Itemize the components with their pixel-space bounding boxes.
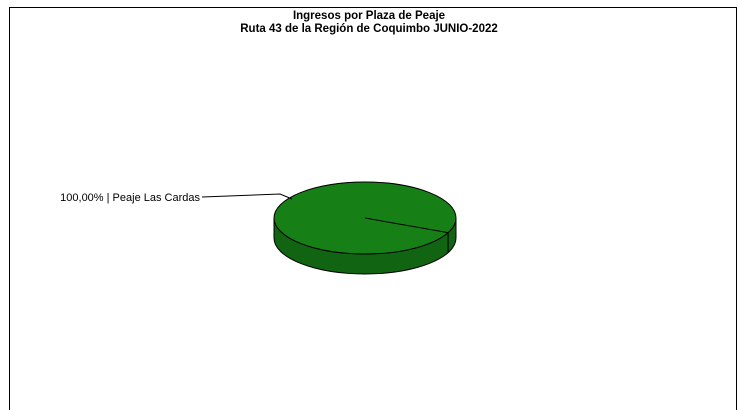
pie-slice-seam [364,217,449,234]
slice-label: 100,00% | Peaje Las Cardas [60,192,200,204]
chart-subtitle: Ruta 43 de la Región de Coquimbo JUNIO-2… [240,23,498,35]
chart-title-block: Ingresos por Plaza de Peaje Ruta 43 de l… [0,10,738,36]
slice-leader-line [201,193,293,200]
pie-group: 100,00% | Peaje Las Cardas [60,181,457,275]
chart-title: Ingresos por Plaza de Peaje [292,10,446,22]
